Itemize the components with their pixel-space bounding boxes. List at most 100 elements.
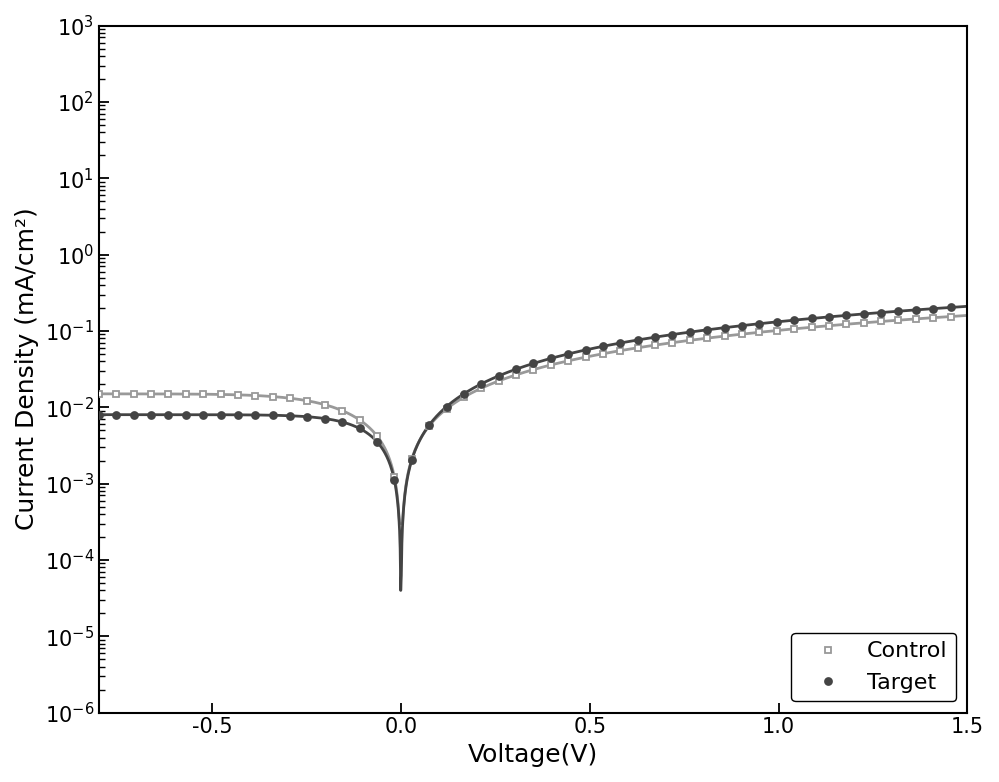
Target (250, 411, 262, 420)
Target (232, 410, 244, 419)
Target (180, 410, 192, 419)
Control (892, 315, 904, 325)
Control (614, 346, 626, 355)
Target (510, 364, 522, 374)
Control (945, 312, 957, 321)
Control (544, 361, 556, 370)
Control (562, 356, 574, 365)
Target (93, 410, 105, 419)
Target (840, 310, 852, 320)
Control (649, 340, 661, 350)
Control (823, 321, 835, 331)
Control (163, 389, 175, 399)
Target (441, 402, 453, 411)
Line: Control: Control (95, 313, 954, 480)
Control (232, 390, 244, 400)
Target (406, 455, 418, 465)
Control (910, 314, 922, 324)
Control (354, 415, 366, 425)
Control (771, 326, 783, 335)
Target (284, 411, 296, 421)
Target (197, 410, 209, 419)
Target (337, 418, 349, 427)
Control (631, 343, 643, 353)
Control (215, 389, 227, 399)
Control (858, 318, 870, 328)
Target (614, 339, 626, 348)
Control (180, 389, 192, 399)
Target (684, 328, 696, 337)
Target (302, 412, 314, 421)
Control (302, 396, 314, 406)
Target (718, 323, 730, 332)
Control (476, 383, 488, 393)
Control (840, 320, 852, 329)
Control (371, 431, 383, 440)
Control (389, 472, 401, 482)
Control (319, 400, 331, 410)
Target (805, 314, 817, 323)
Target (736, 321, 748, 330)
Target (858, 309, 870, 318)
Target (476, 379, 488, 389)
Control (197, 389, 209, 399)
Control (805, 322, 817, 332)
Control (493, 376, 504, 386)
Control (337, 406, 349, 415)
Control (753, 328, 765, 337)
Target (163, 410, 175, 419)
Control (684, 335, 696, 345)
Target (892, 307, 904, 316)
Target (128, 410, 140, 419)
Target (823, 312, 835, 321)
Target (910, 305, 922, 314)
Control (736, 329, 748, 339)
Target (771, 317, 783, 327)
Control (579, 353, 591, 362)
Target (631, 335, 643, 345)
Target (927, 304, 939, 314)
Target (458, 389, 470, 399)
Control (666, 338, 678, 347)
Target (527, 359, 539, 368)
Target (424, 421, 436, 430)
Control (510, 370, 522, 379)
Target (215, 410, 227, 419)
Control (250, 391, 262, 400)
Control (424, 421, 436, 431)
Target (145, 410, 157, 419)
Target (110, 410, 122, 419)
Target (354, 424, 366, 433)
Target (371, 437, 383, 447)
Target (267, 411, 279, 420)
Control (145, 389, 157, 399)
Target (389, 475, 401, 485)
Control (267, 392, 279, 401)
Control (284, 393, 296, 403)
Target (666, 330, 678, 339)
Target (701, 325, 713, 335)
Target (597, 342, 609, 351)
Target (649, 332, 661, 342)
Target (544, 353, 556, 363)
X-axis label: Voltage(V): Voltage(V) (468, 743, 598, 767)
Control (441, 404, 453, 414)
Target (319, 414, 331, 423)
Target (562, 350, 574, 359)
Target (875, 308, 887, 317)
Target (788, 315, 800, 325)
Control (93, 389, 105, 399)
Y-axis label: Current Density (mA/cm²): Current Density (mA/cm²) (15, 208, 39, 530)
Control (458, 393, 470, 402)
Target (579, 346, 591, 355)
Control (597, 349, 609, 358)
Control (527, 365, 539, 375)
Line: Target: Target (95, 304, 954, 483)
Control (110, 389, 122, 399)
Control (718, 332, 730, 341)
Target (753, 319, 765, 328)
Legend: Control, Target: Control, Target (791, 633, 956, 701)
Control (406, 454, 418, 464)
Control (701, 333, 713, 343)
Control (788, 325, 800, 334)
